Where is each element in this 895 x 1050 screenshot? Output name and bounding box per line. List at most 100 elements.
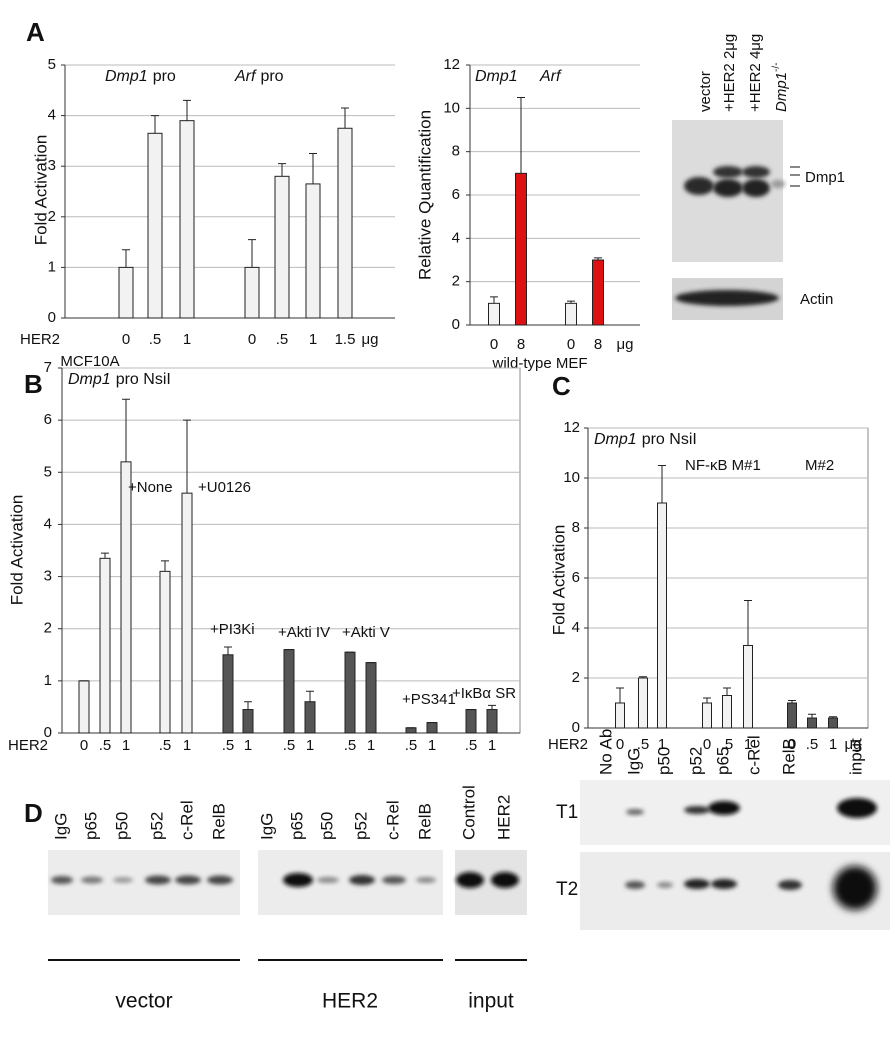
x-prefix: HER2	[8, 737, 48, 754]
emsa-gels-right: T1 T2	[556, 780, 890, 930]
error-bar	[639, 676, 647, 678]
x-unit: μg	[362, 331, 379, 348]
lane-label: HER2	[494, 795, 513, 840]
band	[283, 873, 313, 887]
y-tick-label: 0	[452, 316, 460, 333]
x-tick-label: 0	[616, 736, 624, 753]
band	[382, 876, 406, 884]
lane-label: p65	[713, 747, 732, 775]
bar	[657, 502, 667, 729]
y-tick-label: 0	[572, 719, 580, 736]
x-tick-label: .5	[159, 737, 172, 754]
y-tick-label: 6	[452, 186, 460, 203]
bar-chart: 0 1 2 3 4 5 6 7 Fold Activation 0 .5 1 .5 1 .5 1 .5 1 .5 1.…	[7, 359, 521, 754]
y-tick-label: 10	[563, 469, 580, 486]
y-tick-label: 5	[44, 463, 52, 480]
annotation: NF-κB M#1	[685, 457, 761, 474]
band	[317, 877, 339, 883]
bar	[159, 570, 171, 734]
bar	[99, 557, 111, 734]
bar	[405, 727, 417, 734]
bar	[486, 709, 498, 734]
lane-label: p52	[686, 747, 705, 775]
error-bar	[658, 465, 666, 503]
band	[81, 876, 103, 884]
x-tick-label: 1	[658, 736, 666, 753]
x-axis-label: wild-type MEF	[491, 355, 587, 372]
lane-label: vector	[697, 71, 714, 112]
group-label: vector	[115, 990, 172, 1013]
western-blot: Dmp1 Actin vector +HER2 2μg +HER2 4μg Dm…	[672, 34, 845, 320]
x-tick-label: .5	[283, 737, 296, 754]
error-bar	[122, 249, 130, 268]
lane-label: RelB	[415, 803, 434, 840]
band	[684, 177, 714, 195]
band	[778, 880, 802, 890]
x-tick-label: .5	[806, 736, 819, 753]
band	[708, 801, 740, 815]
bar	[118, 266, 134, 319]
error-bar	[808, 713, 816, 718]
annotation: M#2	[805, 457, 834, 474]
label: Arf pro	[234, 68, 284, 85]
x-tick-label: 1.5	[335, 331, 356, 348]
band	[684, 879, 710, 889]
error-bar	[161, 560, 169, 572]
y-tick-label: 2	[48, 208, 56, 225]
lane-label: c-Rel	[744, 735, 763, 775]
lane-label: +HER2 2μg	[721, 34, 738, 112]
lane-label: p50	[654, 747, 673, 775]
bar	[565, 302, 577, 326]
lane-label: p52	[147, 812, 166, 840]
bar	[828, 717, 838, 729]
x-tick-label: .5	[721, 736, 734, 753]
gene: Dmp1	[594, 431, 637, 448]
gene: Arf	[234, 68, 257, 85]
x-tick-label: 1	[306, 737, 314, 754]
y-axis-label: Relative Quantification	[415, 110, 434, 280]
x-tick-label: 0	[80, 737, 88, 754]
y-tick-label: 5	[48, 56, 56, 73]
error-bar	[306, 690, 314, 702]
x-unit: μg	[845, 736, 862, 753]
emsa-gels: vector HER2 input	[48, 850, 527, 1013]
error-bar	[101, 552, 109, 559]
lane-label: +HER2 4μg	[747, 34, 764, 112]
group-label: input	[468, 990, 514, 1013]
gel-image	[48, 850, 240, 915]
y-tick-label: 4	[44, 515, 52, 532]
x-tick-label: 1	[244, 737, 252, 754]
bar	[274, 175, 290, 319]
bar	[283, 649, 295, 734]
bar-chart: 0 1 2 3 4 5 Fold Activation 0 .5 1 0 .5 1 1.5 HER2 μg MC…	[20, 56, 395, 370]
lane-label: p50	[317, 812, 336, 840]
band	[145, 875, 171, 885]
x-tick-label: .5	[149, 331, 162, 348]
bar	[743, 645, 753, 729]
lane-label: Dmp1-/-	[771, 63, 790, 112]
error-bar	[244, 701, 252, 710]
y-tick-label: 1	[48, 258, 56, 275]
error-bar	[341, 107, 349, 129]
band	[349, 875, 375, 885]
label-text: pro	[153, 68, 176, 85]
bar	[305, 183, 321, 319]
x-prefix: HER2	[548, 736, 588, 753]
y-tick-label: 2	[572, 669, 580, 686]
label: Dmp1 pro NsiI	[594, 431, 697, 448]
x-tick-label: 1	[744, 736, 752, 753]
error-bar	[278, 163, 286, 177]
annotation: +IκBα SR	[452, 685, 516, 702]
panel-letter: C	[552, 371, 571, 401]
gene: Arf	[539, 68, 562, 85]
band	[837, 798, 877, 818]
label-text: pro NsiI	[642, 431, 697, 448]
band	[175, 875, 201, 885]
y-tick-label: 3	[48, 157, 56, 174]
error-bar	[788, 700, 796, 703]
y-tick-label: 4	[48, 107, 56, 124]
genotype: -/-	[771, 63, 782, 72]
panel-letter: B	[24, 369, 43, 399]
lane-label: p50	[112, 812, 131, 840]
